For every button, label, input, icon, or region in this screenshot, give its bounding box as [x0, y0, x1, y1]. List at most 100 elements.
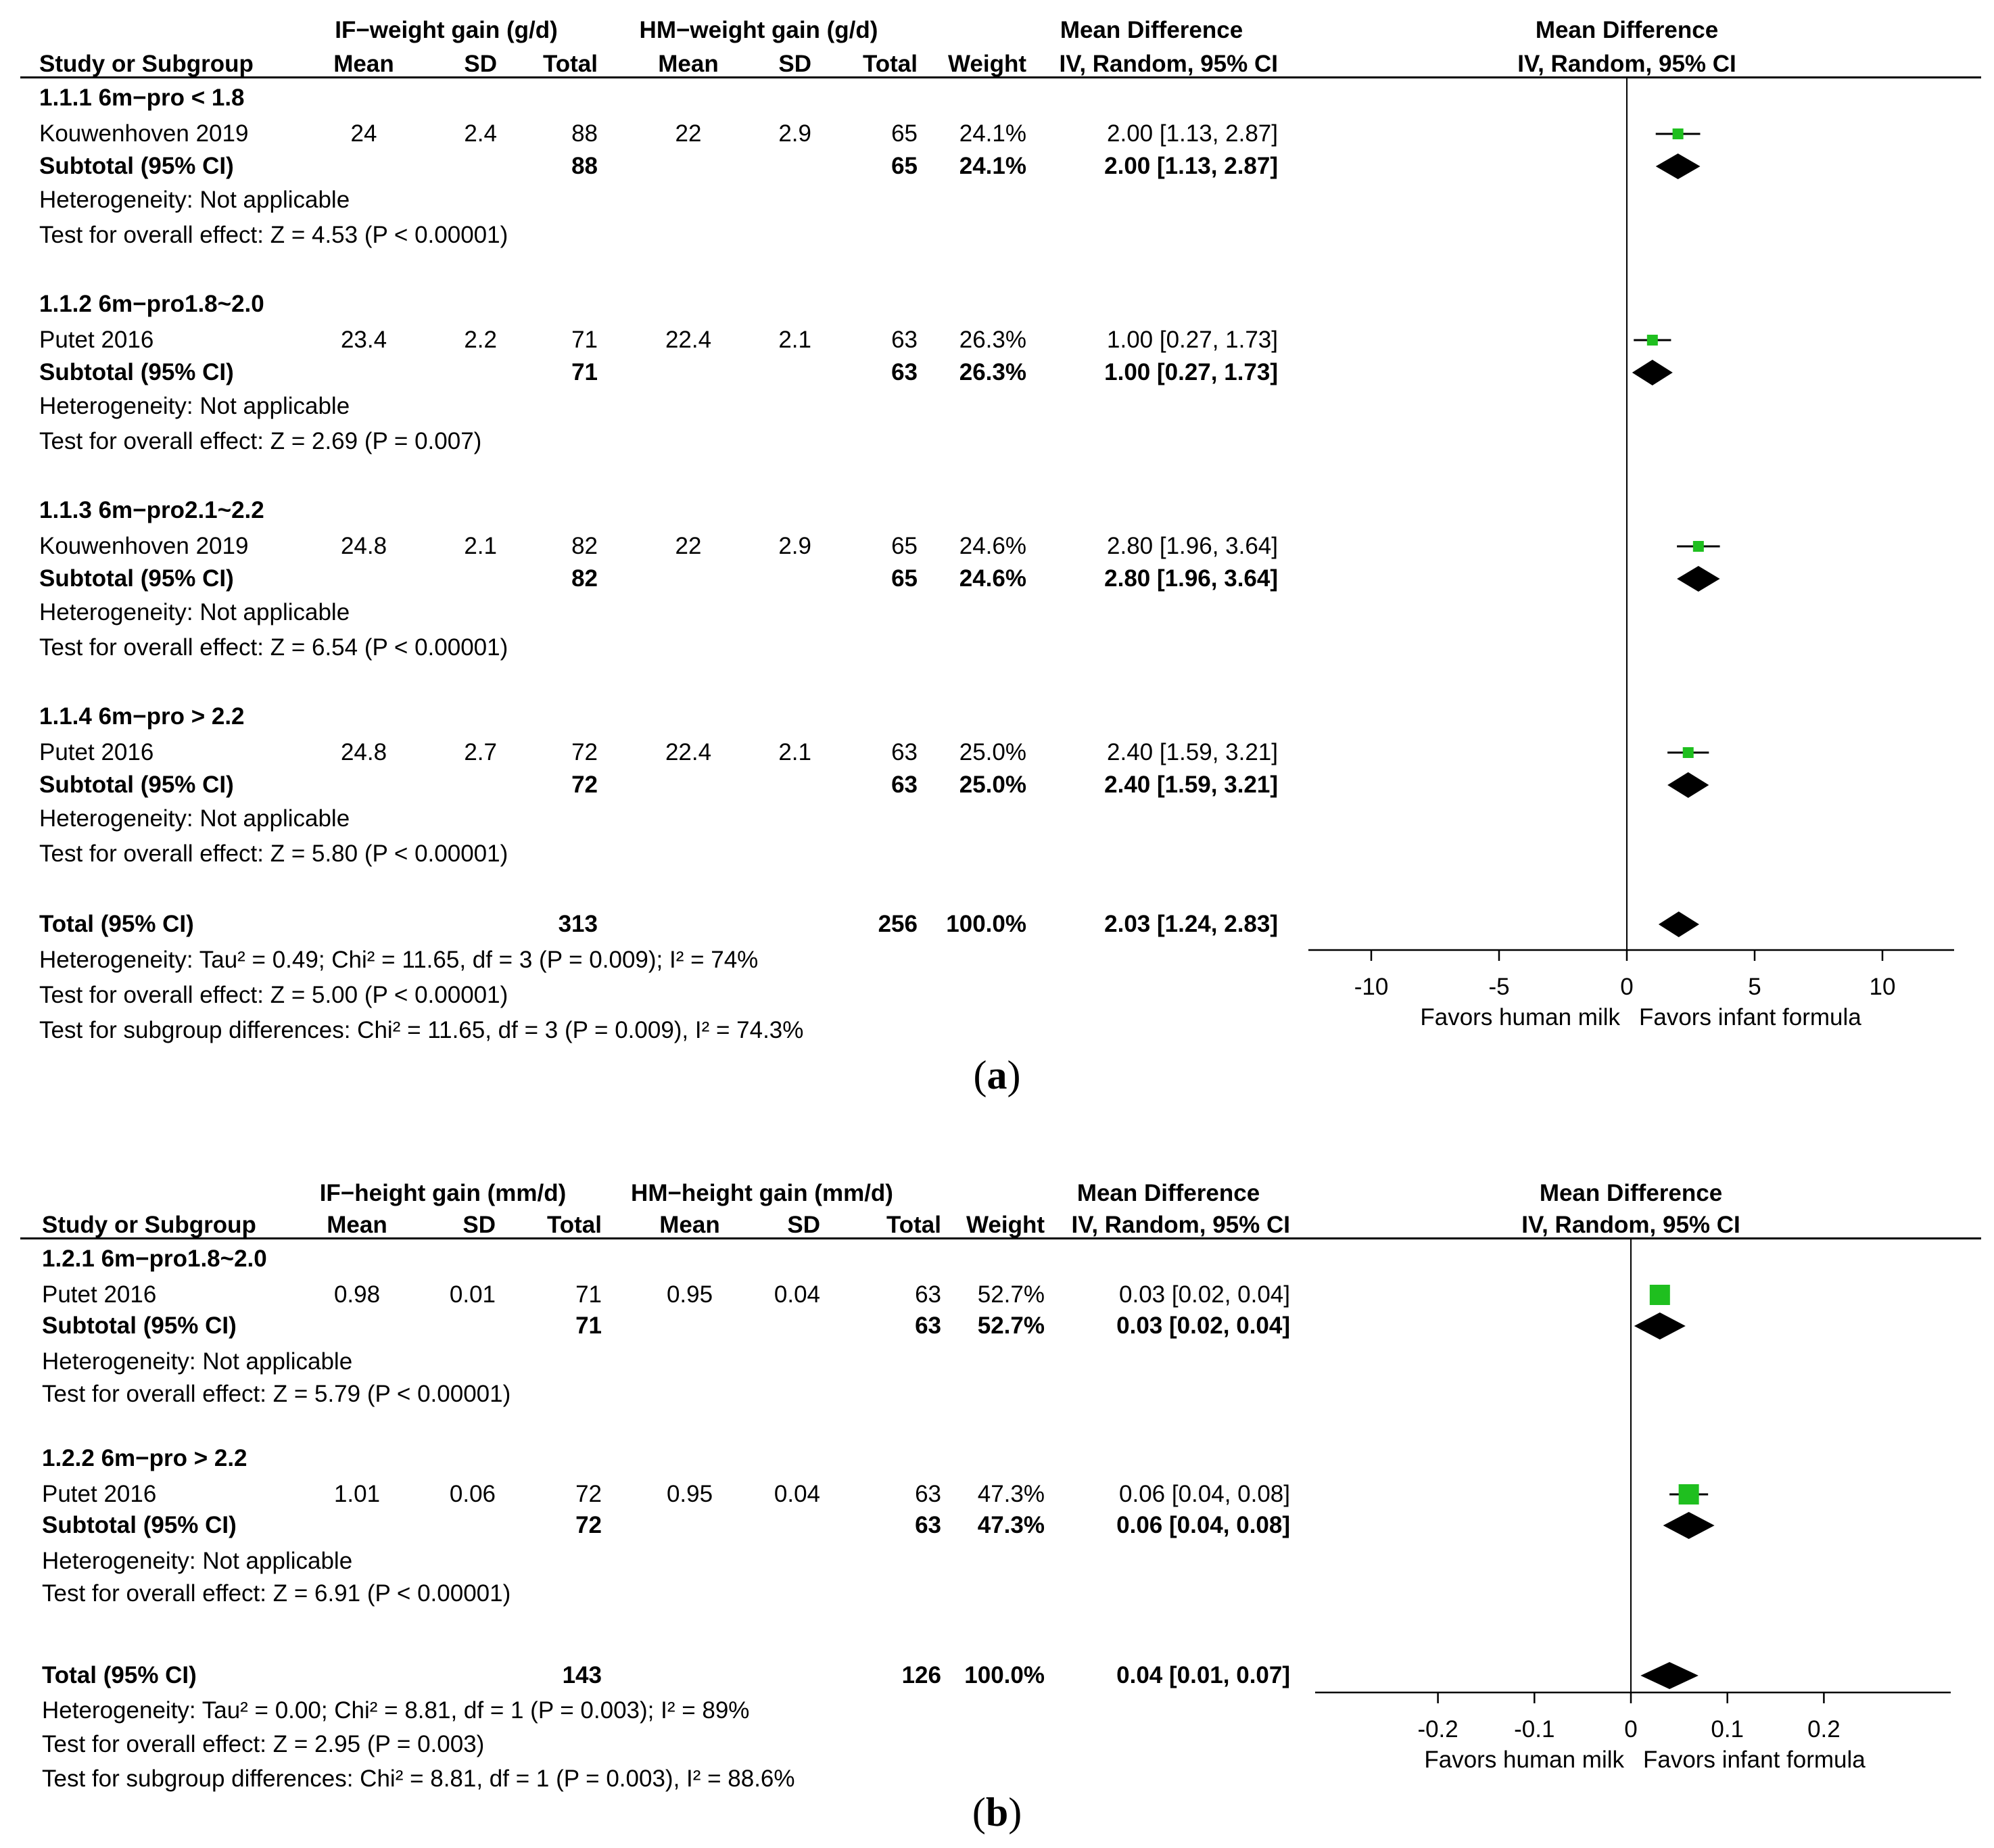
header-mean-2: Mean	[659, 1212, 720, 1238]
footer-line: Test for overall effect: Z = 2.95 (P = 0…	[42, 1731, 485, 1757]
subgroup-title: 1.1.1 6m−pro < 1.8	[39, 85, 245, 111]
total-total-1: 143	[562, 1662, 602, 1688]
x-tick-label: 0.2	[1807, 1716, 1841, 1743]
study-total-1: 71	[575, 1281, 602, 1308]
subtotal-diamond	[1667, 772, 1709, 798]
total-weight: 100.0%	[946, 911, 1026, 937]
study-ci: 2.00 [1.13, 2.87]	[1107, 120, 1278, 147]
header-total-2: Total	[862, 51, 918, 77]
subtotal-ci: 0.06 [0.04, 0.08]	[1116, 1512, 1290, 1538]
subgroup-heterogeneity: Heterogeneity: Not applicable	[39, 393, 350, 419]
header-group2: HM−weight gain (g/d)	[639, 17, 878, 43]
header-total-2: Total	[886, 1212, 941, 1238]
study-total-1: 82	[571, 533, 598, 559]
header-md-sub: IV, Random, 95% CI	[1071, 1212, 1290, 1238]
subtotal-ci: 1.00 [0.27, 1.73]	[1104, 359, 1278, 385]
favors-left-label: Favors human milk	[1420, 1004, 1620, 1030]
subtotal-ci: 2.00 [1.13, 2.87]	[1104, 153, 1278, 179]
footer-line: Test for subgroup differences: Chi² = 11…	[39, 1017, 804, 1043]
study-effect-square	[1672, 128, 1684, 139]
x-tick-label: 10	[1869, 974, 1896, 1000]
header-separator	[20, 76, 1981, 78]
subtotal-ci: 2.80 [1.96, 3.64]	[1104, 565, 1278, 592]
subtotal-total-2: 65	[891, 565, 918, 592]
study-mean-2: 22	[675, 533, 702, 559]
study-sd-1: 0.01	[449, 1281, 496, 1308]
study-weight: 47.3%	[977, 1481, 1045, 1507]
study-mean-1: 24.8	[340, 533, 387, 559]
study-sd-2: 0.04	[774, 1281, 820, 1308]
subgroup-heterogeneity: Heterogeneity: Not applicable	[39, 805, 350, 832]
study-total-1: 71	[571, 327, 598, 353]
study-name: Putet 2016	[39, 327, 154, 353]
total-total-2: 256	[878, 911, 918, 937]
header-group1: IF−weight gain (g/d)	[335, 17, 558, 43]
header-mean-2: Mean	[658, 51, 719, 77]
subgroup-title: 1.1.4 6m−pro > 2.2	[39, 703, 245, 730]
favors-left-label: Favors human milk	[1424, 1747, 1624, 1773]
study-ci: 2.80 [1.96, 3.64]	[1107, 533, 1278, 559]
subtotal-label: Subtotal (95% CI)	[42, 1312, 237, 1339]
forest-plot-canvas	[1308, 76, 1954, 961]
subgroup-heterogeneity: Heterogeneity: Not applicable	[39, 187, 350, 213]
study-effect-square	[1649, 1285, 1670, 1305]
study-name: Putet 2016	[42, 1281, 157, 1308]
subgroup-heterogeneity: Heterogeneity: Not applicable	[42, 1348, 353, 1375]
subtotal-diamond	[1634, 1312, 1686, 1340]
header-sd-2: SD	[778, 51, 811, 77]
subtotal-total-2: 63	[891, 772, 918, 798]
forest-plot-b: IF−height gain (mm/d) HM−height gain (mm/…	[0, 1163, 1994, 1848]
subgroup-overall-effect: Test for overall effect: Z = 4.53 (P < 0…	[39, 222, 508, 248]
x-tick-label: 0	[1624, 1716, 1638, 1743]
study-mean-1: 1.01	[333, 1481, 381, 1507]
subtotal-weight: 24.6%	[959, 565, 1026, 592]
subgroup-overall-effect: Test for overall effect: Z = 2.69 (P = 0…	[39, 428, 482, 454]
study-weight: 26.3%	[959, 327, 1026, 353]
header-weight: Weight	[966, 1212, 1045, 1238]
study-name: Putet 2016	[42, 1481, 157, 1507]
x-tick-label: -10	[1354, 974, 1389, 1000]
subtotal-weight: 52.7%	[977, 1312, 1045, 1339]
subgroup-heterogeneity: Heterogeneity: Not applicable	[42, 1548, 353, 1574]
header-study: Study or Subgroup	[39, 51, 254, 77]
study-sd-2: 2.9	[778, 120, 811, 147]
header-total-1: Total	[546, 1212, 602, 1238]
header-group1: IF−height gain (mm/d)	[319, 1180, 567, 1206]
header-weight: Weight	[947, 51, 1026, 77]
subtotal-weight: 25.0%	[959, 772, 1026, 798]
x-tick-label: -0.2	[1417, 1716, 1458, 1743]
subtotal-diamond	[1677, 566, 1720, 592]
study-mean-2: 0.95	[666, 1481, 713, 1507]
study-mean-1: 0.98	[333, 1281, 381, 1308]
forest-plot-a: IF−weight gain (g/d) HM−weight gain (g/d)…	[20, 17, 1981, 1097]
footer-line: Heterogeneity: Tau² = 0.49; Chi² = 11.65…	[39, 947, 759, 973]
forest-plot-canvas	[1315, 1237, 1951, 1703]
header-plot-md-sub: IV, Random, 95% CI	[1517, 51, 1736, 77]
study-mean-1: 24	[350, 120, 377, 147]
study-sd-2: 0.04	[774, 1481, 820, 1507]
header-group2: HM−height gain (mm/d)	[631, 1180, 893, 1206]
subtotal-ci: 2.40 [1.59, 3.21]	[1104, 772, 1278, 798]
footer-line: Test for subgroup differences: Chi² = 8.…	[42, 1766, 795, 1792]
x-tick-label: -5	[1488, 974, 1510, 1000]
header-plot-md-title: Mean Difference	[1539, 1180, 1723, 1206]
subtotal-label: Subtotal (95% CI)	[42, 1512, 237, 1538]
study-sd-1: 2.2	[464, 327, 497, 353]
subgroup-title: 1.1.2 6m−pro1.8~2.0	[39, 291, 264, 317]
study-weight: 24.1%	[959, 120, 1026, 147]
study-sd-2: 2.9	[778, 533, 811, 559]
study-sd-1: 2.1	[464, 533, 497, 559]
total-weight: 100.0%	[964, 1662, 1045, 1688]
study-mean-2: 22	[675, 120, 702, 147]
total-diamond	[1640, 1662, 1699, 1689]
subtotal-total-2: 63	[915, 1312, 941, 1339]
header-md-title: Mean Difference	[1060, 17, 1243, 43]
total-diamond	[1658, 911, 1699, 937]
panel-caption: (b)	[972, 1790, 1022, 1834]
subtotal-weight: 24.1%	[959, 153, 1026, 179]
subtotal-label: Subtotal (95% CI)	[39, 153, 234, 179]
study-weight: 52.7%	[977, 1281, 1045, 1308]
study-sd-1: 2.4	[464, 120, 497, 147]
footer-line: Test for overall effect: Z = 5.00 (P < 0…	[39, 982, 508, 1008]
x-tick-label: 5	[1748, 974, 1761, 1000]
